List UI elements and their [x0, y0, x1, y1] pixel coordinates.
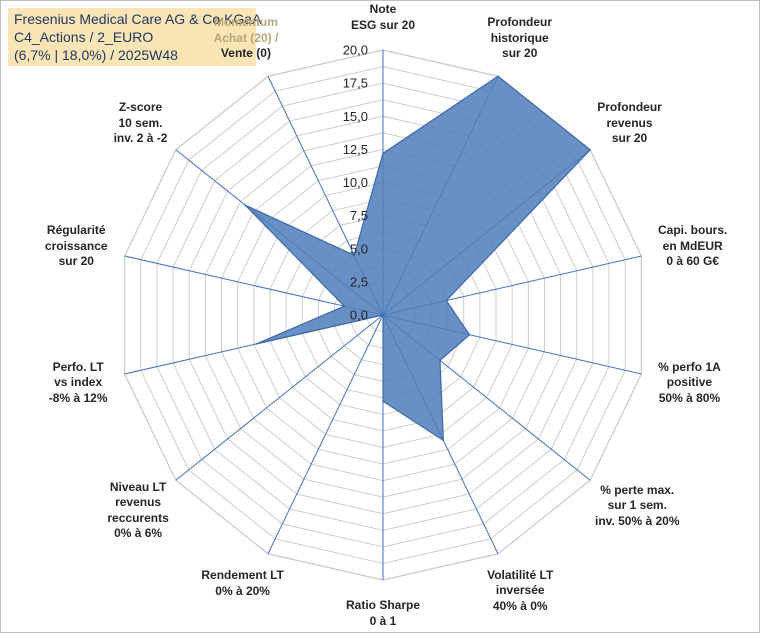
axis-label: Perfo. LT vs index -8% à 12% [49, 360, 108, 407]
axis-spoke [175, 314, 384, 481]
axis-label-line: % perte max. [600, 482, 675, 497]
axis-label-line: Z-score [118, 100, 163, 115]
axis-label-line: 0% à 20% [215, 583, 270, 598]
series-area [244, 75, 592, 442]
axis-label-line: Rendement LT [201, 568, 284, 583]
axis-label: % perte max. sur 1 sem. inv. 50% à 20% [595, 483, 680, 530]
tick-label: 2,5 [350, 274, 368, 289]
axis-label: Note ESG sur 20 [351, 2, 415, 33]
axis-spoke [267, 314, 384, 554]
tick-label: 17,5 [343, 76, 368, 91]
axis-label-line: sur 20 [611, 131, 648, 146]
axis-label-line: en MdEUR [662, 238, 723, 253]
data-point [468, 333, 471, 336]
axis-label-line: reccurents [107, 510, 169, 525]
axis-label-line: sur 20 [502, 46, 538, 61]
axis-label: Rendement LT 0% à 20% [201, 568, 283, 599]
chart-subtitle-category: C4_Actions / 2_EURO [14, 29, 154, 45]
tick-label: 5,0 [350, 241, 368, 256]
axis-label-line: Capi. bours. [658, 223, 728, 238]
axis-label-line: Niveau LT [109, 479, 167, 494]
axis-label-line: % perfo 1A [658, 359, 721, 374]
axis-label-line: ESG sur 20 [351, 17, 416, 32]
data-point [442, 439, 445, 442]
axis-label: Capi. bours. en MdEUR 0 à 60 G€ [658, 223, 727, 270]
axis-label-line: Note [369, 2, 397, 16]
axis-label-line: Profondeur [487, 15, 553, 30]
axis-label-line: revenus [606, 115, 653, 130]
tick-label: 15,0 [343, 109, 368, 124]
axis-label-line: sur 20 [58, 254, 94, 269]
axis-label-line: 0 à 1 [369, 613, 397, 628]
data-point [382, 314, 384, 316]
axis-label: Z-score 10 sem. inv. 2 à -2 [114, 100, 168, 147]
data-point [382, 152, 384, 155]
axis-label-line: inv. 2 à -2 [113, 131, 168, 146]
axis-label-line: inv. 50% à 20% [595, 513, 680, 528]
tick-label: 7,5 [350, 208, 368, 223]
data-point [589, 148, 591, 151]
chart-subtitle-period: (6,7% | 18,0%) / 2025W48 [14, 47, 178, 63]
tick-layer: 0,0 2,5 5,0 7,5 10,0 12,5 15,0 17,5 20,0 [343, 43, 368, 323]
axis-label-line: 40% à 0% [492, 598, 548, 613]
tick-label: 10,0 [343, 175, 368, 190]
data-point [445, 299, 448, 302]
axis-label-line: -8% à 12% [48, 390, 108, 405]
axis-spoke [124, 255, 384, 316]
axis-label: Profondeur historique sur 20 [487, 15, 552, 62]
axis-label: % perfo 1A positive 50% à 80% [658, 360, 721, 407]
axis-label: Momentum Achat (20) / Vente (0) [214, 15, 279, 62]
axis-label-line: Régularité [46, 223, 106, 238]
axis-label-line: revenus [115, 495, 162, 510]
axis-label-line: 10 sem. [118, 115, 163, 130]
axis-label-line: historique [490, 30, 549, 45]
data-point [244, 204, 247, 206]
axis-label-line: Ratio Sharpe [346, 598, 421, 612]
axis-label: Profondeur revenus sur 20 [597, 100, 662, 147]
tick-label: 12,5 [343, 142, 368, 157]
axis-label-line: Vente (0) [220, 46, 271, 61]
axis-label: Ratio Sharpe 0 à 1 [346, 598, 420, 629]
axis-label-line: positive [666, 375, 713, 390]
chart-title-box: Fresenius Medical Care AG & Co KGaA C4_A… [8, 8, 262, 66]
axis-label-line: inversée [495, 583, 545, 598]
series-layer [244, 75, 592, 442]
axis-label-line: croissance [44, 238, 108, 253]
axis-label-line: 0% à 6% [114, 526, 163, 541]
data-point [382, 400, 384, 402]
data-point [255, 343, 258, 345]
axis-label: Volatilité LT inversée 40% à 0% [487, 568, 553, 615]
axis-label-line: 50% à 80% [658, 390, 721, 405]
tick-label: 20,0 [343, 43, 368, 58]
data-point [353, 254, 356, 257]
axis-label-line: vs index [54, 375, 103, 390]
axis-label: Régularité croissance sur 20 [45, 223, 108, 270]
tick-label: 0,0 [350, 308, 368, 323]
data-point [497, 75, 499, 78]
axis-label-line: Perfo. LT [52, 359, 104, 374]
axis-label-line: Momentum [213, 15, 278, 30]
data-point [343, 305, 346, 307]
axis-label-line: 0 à 60 G€ [666, 254, 720, 269]
axis-label-line: sur 1 sem. [607, 498, 667, 513]
axis-label-line: Achat (20) / [213, 30, 279, 45]
chart-title: Fresenius Medical Care AG & Co KGaA [14, 11, 262, 27]
axis-label-line: Profondeur [597, 100, 662, 115]
axis-label-line: Volatilité LT [487, 567, 554, 582]
data-point [439, 359, 441, 362]
axis-label: Niveau LT revenus reccurents 0% à 6% [107, 480, 168, 542]
